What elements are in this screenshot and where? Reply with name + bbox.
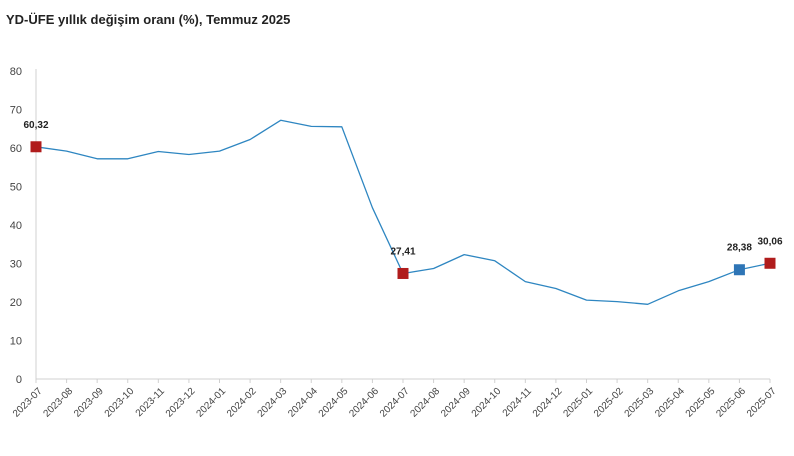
y-tick-label: 20: [10, 297, 22, 309]
x-tick-label: 2023-09: [72, 386, 106, 420]
x-tick-label: 2023-10: [103, 386, 137, 420]
y-tick-label: 50: [10, 182, 22, 194]
data-label: 60,32: [23, 120, 48, 131]
x-tick-label: 2025-02: [592, 386, 626, 420]
x-tick-label: 2024-03: [256, 386, 290, 420]
x-tick-label: 2023-07: [11, 386, 45, 420]
x-tick-label: 2024-07: [378, 386, 412, 420]
data-label: 30,06: [757, 236, 782, 247]
x-tick-label: 2024-10: [470, 386, 504, 420]
x-tick-label: 2023-11: [134, 386, 168, 420]
highlight-marker: [764, 257, 776, 269]
x-tick-label: 2024-01: [194, 386, 228, 420]
x-tick-label: 2024-11: [501, 386, 535, 420]
x-tick-label: 2024-02: [225, 386, 259, 420]
y-tick-label: 30: [10, 259, 22, 271]
x-tick-label: 2024-06: [347, 386, 381, 420]
x-tick-label: 2025-03: [623, 386, 657, 420]
highlight-marker: [397, 267, 409, 279]
x-tick-label: 2023-12: [164, 386, 198, 420]
data-label: 28,38: [727, 243, 752, 254]
x-tick-label: 2025-07: [745, 386, 779, 420]
highlight-marker: [30, 141, 42, 153]
y-tick-label: 60: [10, 143, 22, 155]
data-label: 27,41: [390, 246, 415, 257]
y-tick-label: 10: [10, 336, 22, 348]
x-tick-label: 2024-08: [409, 386, 443, 420]
x-tick-label: 2025-05: [684, 386, 718, 420]
x-tick-label: 2024-09: [439, 386, 473, 420]
y-tick-label: 70: [10, 105, 22, 117]
x-tick-label: 2024-12: [531, 386, 565, 420]
y-tick-label: 0: [16, 374, 22, 386]
x-tick-label: 2025-01: [561, 386, 595, 420]
x-tick-label: 2023-08: [42, 386, 76, 420]
highlight-marker: [733, 264, 745, 276]
y-tick-label: 80: [10, 66, 22, 78]
x-tick-label: 2024-04: [286, 386, 320, 420]
chart-title: YD-ÜFE yıllık değişim oranı (%), Temmuz …: [6, 12, 291, 27]
x-tick-label: 2025-04: [653, 386, 687, 420]
x-tick-label: 2025-06: [714, 386, 748, 420]
y-tick-label: 40: [10, 220, 22, 232]
x-tick-label: 2024-05: [317, 386, 351, 420]
